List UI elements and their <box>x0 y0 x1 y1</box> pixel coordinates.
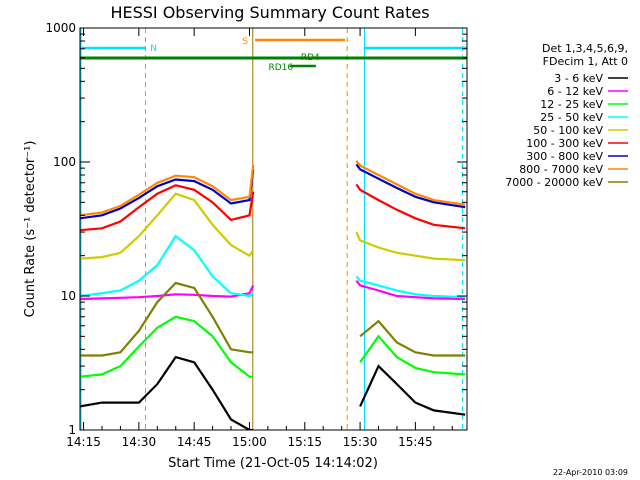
night-label: N <box>150 44 157 54</box>
legend-label: 50 - 100 keV <box>533 124 603 137</box>
x-tick-label: 14:30 <box>122 435 157 449</box>
series-line-6-seg-1 <box>80 184 255 232</box>
y-axis: 1 10 100 1000 <box>45 21 467 437</box>
plot-marks: N S RD4 RD16 <box>80 28 467 430</box>
series-line-3-seg-2 <box>359 334 466 376</box>
rd16-label: RD16 <box>268 63 293 73</box>
series-line-6-seg-2 <box>355 183 466 230</box>
legend-label: 300 - 800 keV <box>526 150 603 163</box>
series-line-1-seg-2 <box>359 364 466 416</box>
plot-frame <box>79 27 468 431</box>
legend-label: 800 - 7000 keV <box>519 163 603 176</box>
legend-label: 100 - 300 keV <box>526 137 603 150</box>
series-line-2-seg-2 <box>355 280 466 301</box>
x-axis: 14:15 14:30 14:45 15:00 15:15 15:30 15:45 <box>66 28 453 449</box>
legend-label: 12 - 25 keV <box>540 98 603 111</box>
legend-label: 6 - 12 keV <box>547 85 603 98</box>
x-tick-label: 15:00 <box>232 435 267 449</box>
series-line-4-seg-1 <box>80 234 254 298</box>
series-line-1-seg-1 <box>80 355 254 430</box>
series-line-8-seg-2 <box>355 160 466 206</box>
series-line-4-seg-2 <box>355 275 466 299</box>
legend-header: FDecim 1, Att 0 <box>543 55 628 68</box>
legend-label: 25 - 50 keV <box>540 111 603 124</box>
x-tick-label: 15:15 <box>287 435 322 449</box>
timestamp: 22-Apr-2010 03:09 <box>553 468 628 477</box>
series-line-5-seg-1 <box>80 192 255 260</box>
rd4-label: RD4 <box>301 53 320 63</box>
legend: Det 1,3,4,5,6,9,FDecim 1, Att 0 3 - 6 keV… <box>505 42 628 189</box>
legend-header: Det 1,3,4,5,6,9, <box>542 42 628 55</box>
x-tick-label: 14:45 <box>177 435 212 449</box>
x-axis-label: Start Time (21-Oct-05 14:14:02) <box>168 456 378 471</box>
series-line-7-seg-1 <box>80 169 255 220</box>
y-tick-label: 1 <box>68 423 76 437</box>
series-line-7-seg-2 <box>355 163 466 209</box>
series-line-8-seg-1 <box>80 164 255 217</box>
x-tick-label: 15:30 <box>343 435 378 449</box>
y-tick-label: 1000 <box>45 21 76 35</box>
y-axis-label: Count Rate (s⁻¹ detector⁻¹) <box>23 141 38 318</box>
series-line-2-seg-1 <box>80 284 255 301</box>
series-line-9-seg-2 <box>359 319 466 357</box>
saa-label: S <box>242 37 248 47</box>
x-tick-label: 15:45 <box>398 435 433 449</box>
chart-title: HESSI Observing Summary Count Rates <box>110 3 429 22</box>
y-tick-label: 100 <box>53 155 76 169</box>
y-tick-label: 10 <box>61 289 76 303</box>
legend-label: 3 - 6 keV <box>554 72 603 85</box>
series-line-5-seg-2 <box>355 231 466 262</box>
series-line-9-seg-1 <box>80 281 254 357</box>
series-line-3-seg-1 <box>80 315 254 378</box>
legend-label: 7000 - 20000 keV <box>505 176 603 189</box>
x-tick-label: 14:15 <box>66 435 101 449</box>
